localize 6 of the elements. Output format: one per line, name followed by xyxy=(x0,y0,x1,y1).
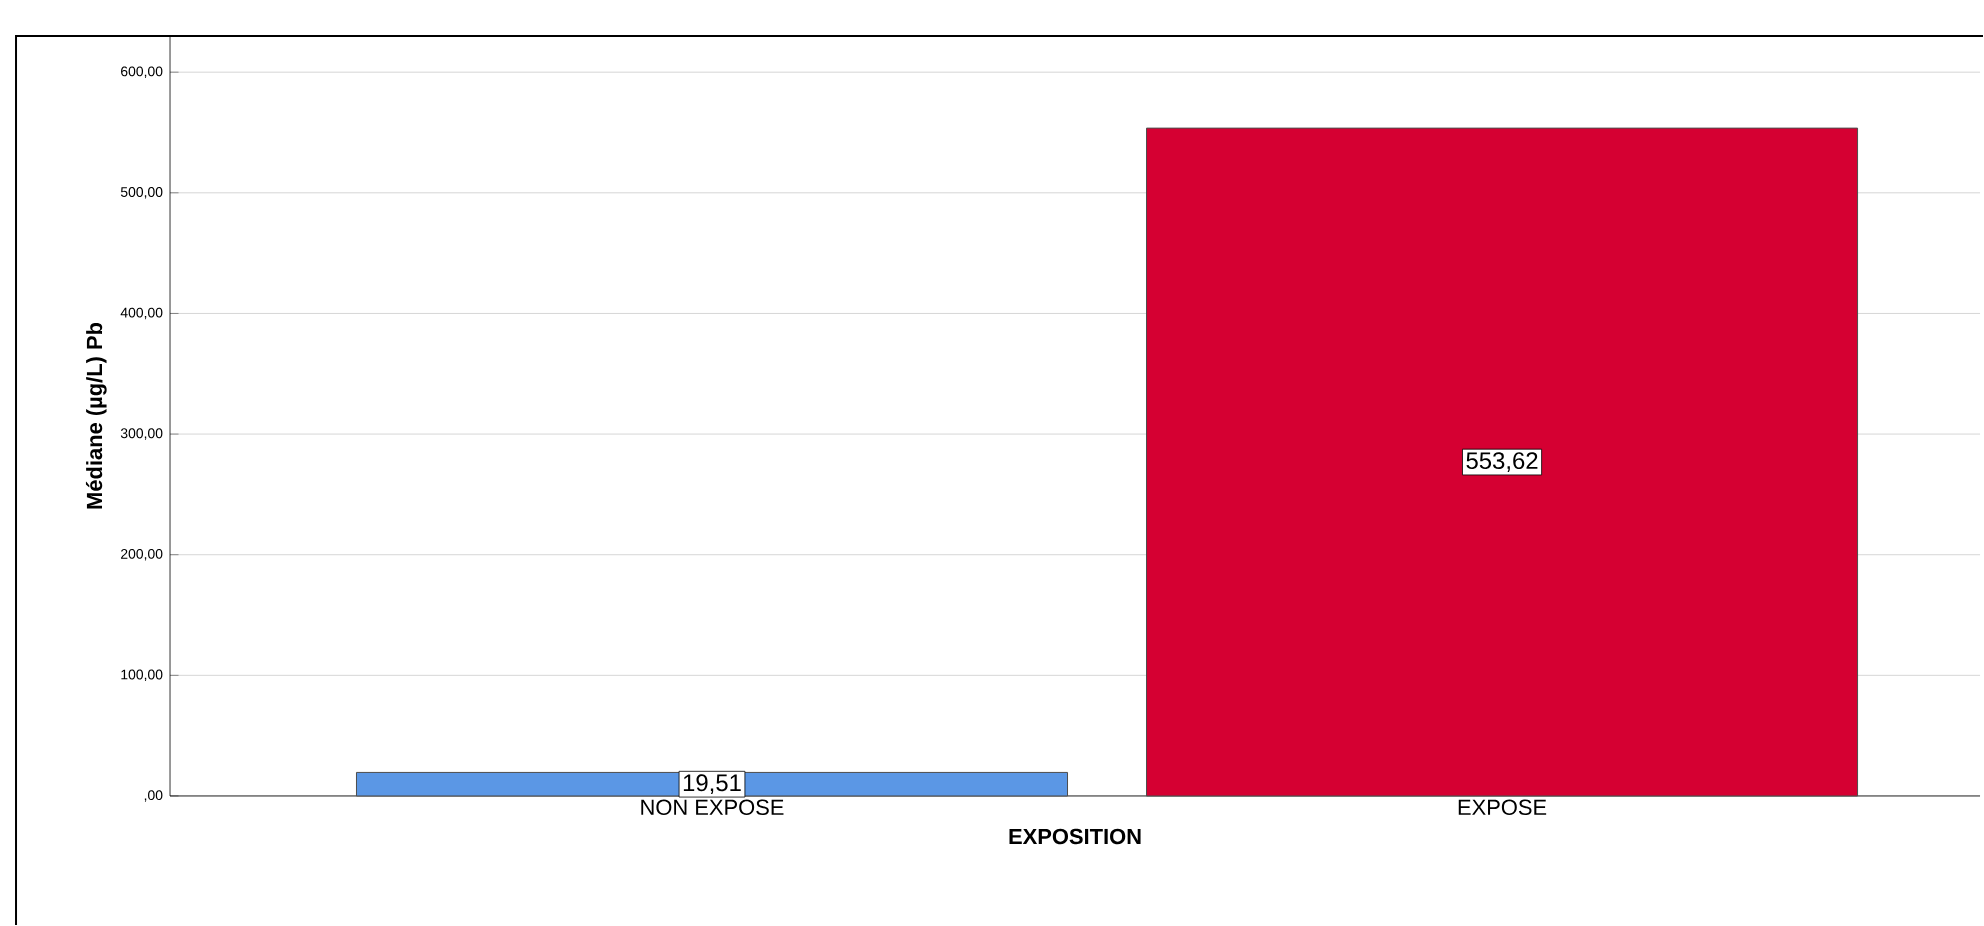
x-tick-label: NON EXPOSE xyxy=(641,799,784,816)
x-axis-title: EXPOSITION xyxy=(1009,828,1141,845)
data-label: 19,51 xyxy=(683,774,741,795)
x-tick-label: EXPOSE xyxy=(1458,799,1547,816)
y-axis-title: Médiane (µg/L) Pb xyxy=(85,322,107,509)
data-label: 553,62 xyxy=(1466,452,1538,472)
